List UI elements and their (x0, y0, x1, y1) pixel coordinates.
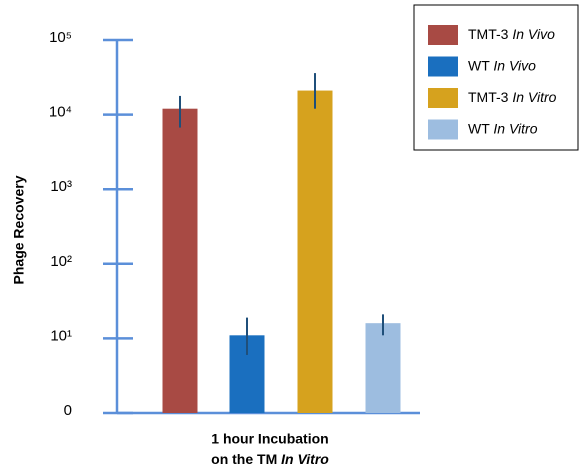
legend-label: TMT-3 In Vivo (468, 26, 555, 42)
bar (162, 108, 198, 413)
bar (297, 90, 333, 413)
y-tick-label: 10³ (50, 178, 72, 195)
legend-swatch (428, 88, 458, 108)
legend-label: TMT-3 In Vitro (468, 89, 557, 105)
y-axis-label: Phage Recovery (11, 175, 27, 284)
legend-swatch (428, 25, 458, 45)
x-axis-label: 1 hour Incubation (211, 431, 328, 447)
y-tick-label: 0 (64, 402, 72, 419)
y-tick-label: 10⁴ (49, 104, 72, 121)
legend-label: WT In Vivo (468, 57, 536, 73)
bar (365, 323, 401, 413)
legend-swatch (428, 119, 458, 140)
y-tick-label: 10⁵ (49, 29, 72, 46)
y-tick-label: 10² (50, 253, 72, 270)
x-axis-label: on the TM In Vitro (211, 451, 329, 467)
legend-swatch (428, 56, 458, 77)
y-tick-label: 10¹ (50, 327, 72, 344)
legend-label: WT In Vitro (468, 120, 538, 136)
